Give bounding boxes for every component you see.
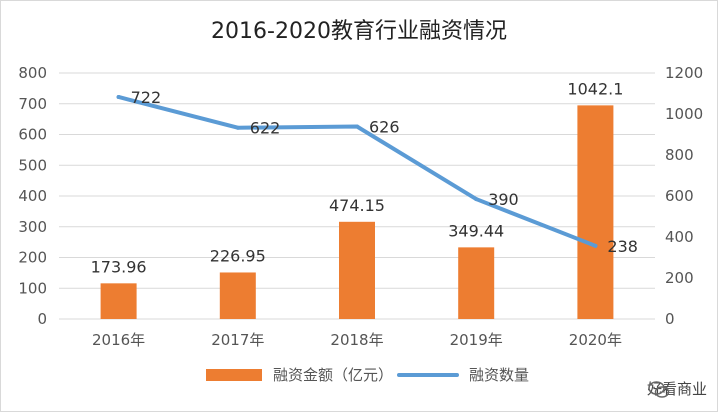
line-data-label: 622 [250, 119, 281, 138]
line-layer [116, 94, 598, 248]
bar [577, 105, 614, 319]
bar-data-label: 1042.1 [567, 79, 623, 98]
line-point [355, 124, 359, 129]
left-axis-tick-label: 100 [18, 279, 47, 297]
watermark: 好看商业 [647, 378, 707, 399]
chart-title: 2016-2020教育行业融资情况 [211, 19, 507, 44]
bar-layer [100, 105, 614, 319]
x-axis-tick-label: 2018年 [330, 331, 383, 349]
label-layer: 173.96 226.95 474.15 349.44 1042.1 722 622 626 3… [91, 79, 638, 276]
left-axis-tick-label: 300 [18, 218, 47, 236]
right-axis-tick-label: 0 [665, 310, 675, 328]
bar-data-label: 173.96 [91, 257, 147, 276]
left-axis-tick-label: 600 [18, 126, 47, 144]
left-axis-tick-label: 800 [18, 64, 47, 82]
legend-layer: 融资金额（亿元） 融资数量 [206, 366, 529, 384]
bar [458, 247, 495, 319]
x-axis-tick-label: 2017年 [211, 331, 264, 349]
left-axis-tick-label: 200 [18, 249, 47, 267]
line-data-label: 238 [607, 237, 638, 256]
bar [100, 283, 137, 319]
line-point [116, 94, 121, 99]
left-axis-tick-label: 0 [37, 310, 47, 328]
line-point [593, 243, 598, 248]
axis-layer: 8007006005004003002001000120010008006004… [18, 64, 703, 349]
line-data-label: 626 [369, 118, 400, 137]
x-axis-tick-label: 2019年 [450, 331, 503, 349]
left-axis-tick-label: 500 [18, 156, 47, 174]
right-axis-tick-label: 1000 [665, 105, 703, 123]
line-data-label: 722 [131, 88, 162, 107]
legend-bar-label: 融资金额（亿元） [273, 366, 393, 384]
x-axis-tick-label: 2020年 [569, 331, 622, 349]
left-axis-tick-label: 700 [18, 95, 47, 113]
left-axis-tick-label: 400 [18, 187, 47, 205]
bar-data-label: 226.95 [210, 246, 266, 265]
line-point [235, 125, 240, 130]
right-axis-tick-label: 200 [665, 269, 694, 287]
bar-data-label: 474.15 [329, 196, 385, 215]
legend-line-label: 融资数量 [469, 366, 529, 384]
wechat-icon [648, 381, 670, 398]
right-axis-tick-label: 600 [665, 187, 694, 205]
line-point [474, 197, 479, 202]
right-axis-tick-label: 1200 [665, 64, 703, 82]
line-data-label: 390 [488, 190, 519, 209]
bar-data-label: 349.44 [448, 221, 504, 240]
right-axis-tick-label: 400 [665, 228, 694, 246]
legend-bar-swatch [206, 369, 262, 381]
x-axis-tick-label: 2016年 [92, 331, 145, 349]
bar [339, 221, 375, 319]
bar [219, 272, 256, 319]
right-axis-tick-label: 800 [665, 146, 694, 164]
